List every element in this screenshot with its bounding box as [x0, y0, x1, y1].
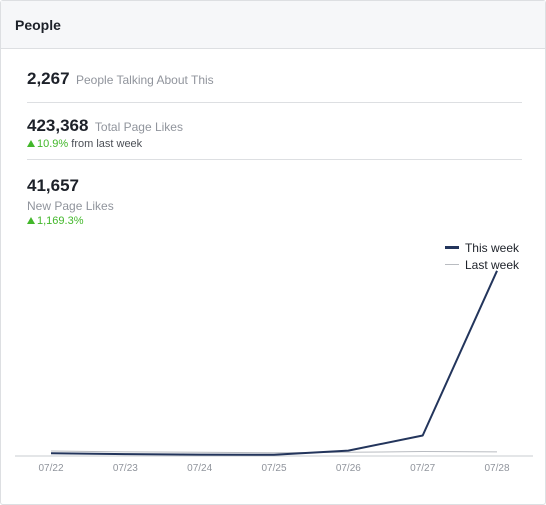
- total-likes-delta-value: 10.9%: [37, 138, 69, 150]
- total-likes-label: Total Page Likes: [94, 120, 183, 134]
- new-likes-label: New Page Likes: [27, 199, 114, 213]
- new-likes-chart: 07/22 07/23 07/24 07/25 07/26 07/27 07/28: [15, 270, 533, 474]
- x-tick-label: 07/22: [38, 463, 63, 474]
- card-title: People: [15, 16, 61, 33]
- legend-last-week: Last week: [444, 256, 519, 273]
- total-likes-value: 423,368: [27, 116, 89, 135]
- stat-new-likes: 41,657 New Page Likes 1,169.3%: [27, 160, 522, 227]
- legend-this-week: This week: [444, 239, 519, 256]
- chart-legend: This week Last week: [444, 239, 519, 273]
- total-likes-delta-suffix: from last week: [71, 138, 143, 150]
- stat-total-likes: 423,368 Total Page Likes 10.9% from last…: [27, 103, 522, 160]
- up-arrow-icon: [27, 217, 35, 224]
- new-likes-delta: 1,169.3%: [27, 215, 522, 227]
- legend-swatch-this-week: [444, 246, 459, 249]
- x-tick-label: 07/23: [113, 463, 138, 474]
- legend-label-this-week: This week: [464, 240, 519, 255]
- stats-list: 2,267 People Talking About This 423,368 …: [27, 49, 522, 227]
- card-header: People: [1, 1, 545, 49]
- new-likes-delta-value: 1,169.3%: [37, 215, 84, 227]
- talking-label: People Talking About This: [76, 73, 214, 87]
- x-tick-label: 07/24: [187, 463, 212, 474]
- new-likes-value: 41,657: [27, 176, 79, 195]
- series-line-last-week: [50, 450, 498, 454]
- x-tick-label: 07/28: [484, 463, 509, 474]
- up-arrow-icon: [27, 140, 35, 147]
- legend-swatch-last-week: [444, 264, 459, 265]
- total-likes-delta: 10.9% from last week: [27, 138, 522, 150]
- stat-talking: 2,267 People Talking About This: [27, 49, 522, 103]
- x-tick-label: 07/26: [336, 463, 361, 474]
- legend-label-last-week: Last week: [464, 257, 519, 272]
- x-tick-label: 07/25: [261, 463, 286, 474]
- series-line-this-week: [50, 270, 498, 456]
- talking-value: 2,267: [27, 69, 70, 88]
- x-tick-label: 07/27: [410, 463, 435, 474]
